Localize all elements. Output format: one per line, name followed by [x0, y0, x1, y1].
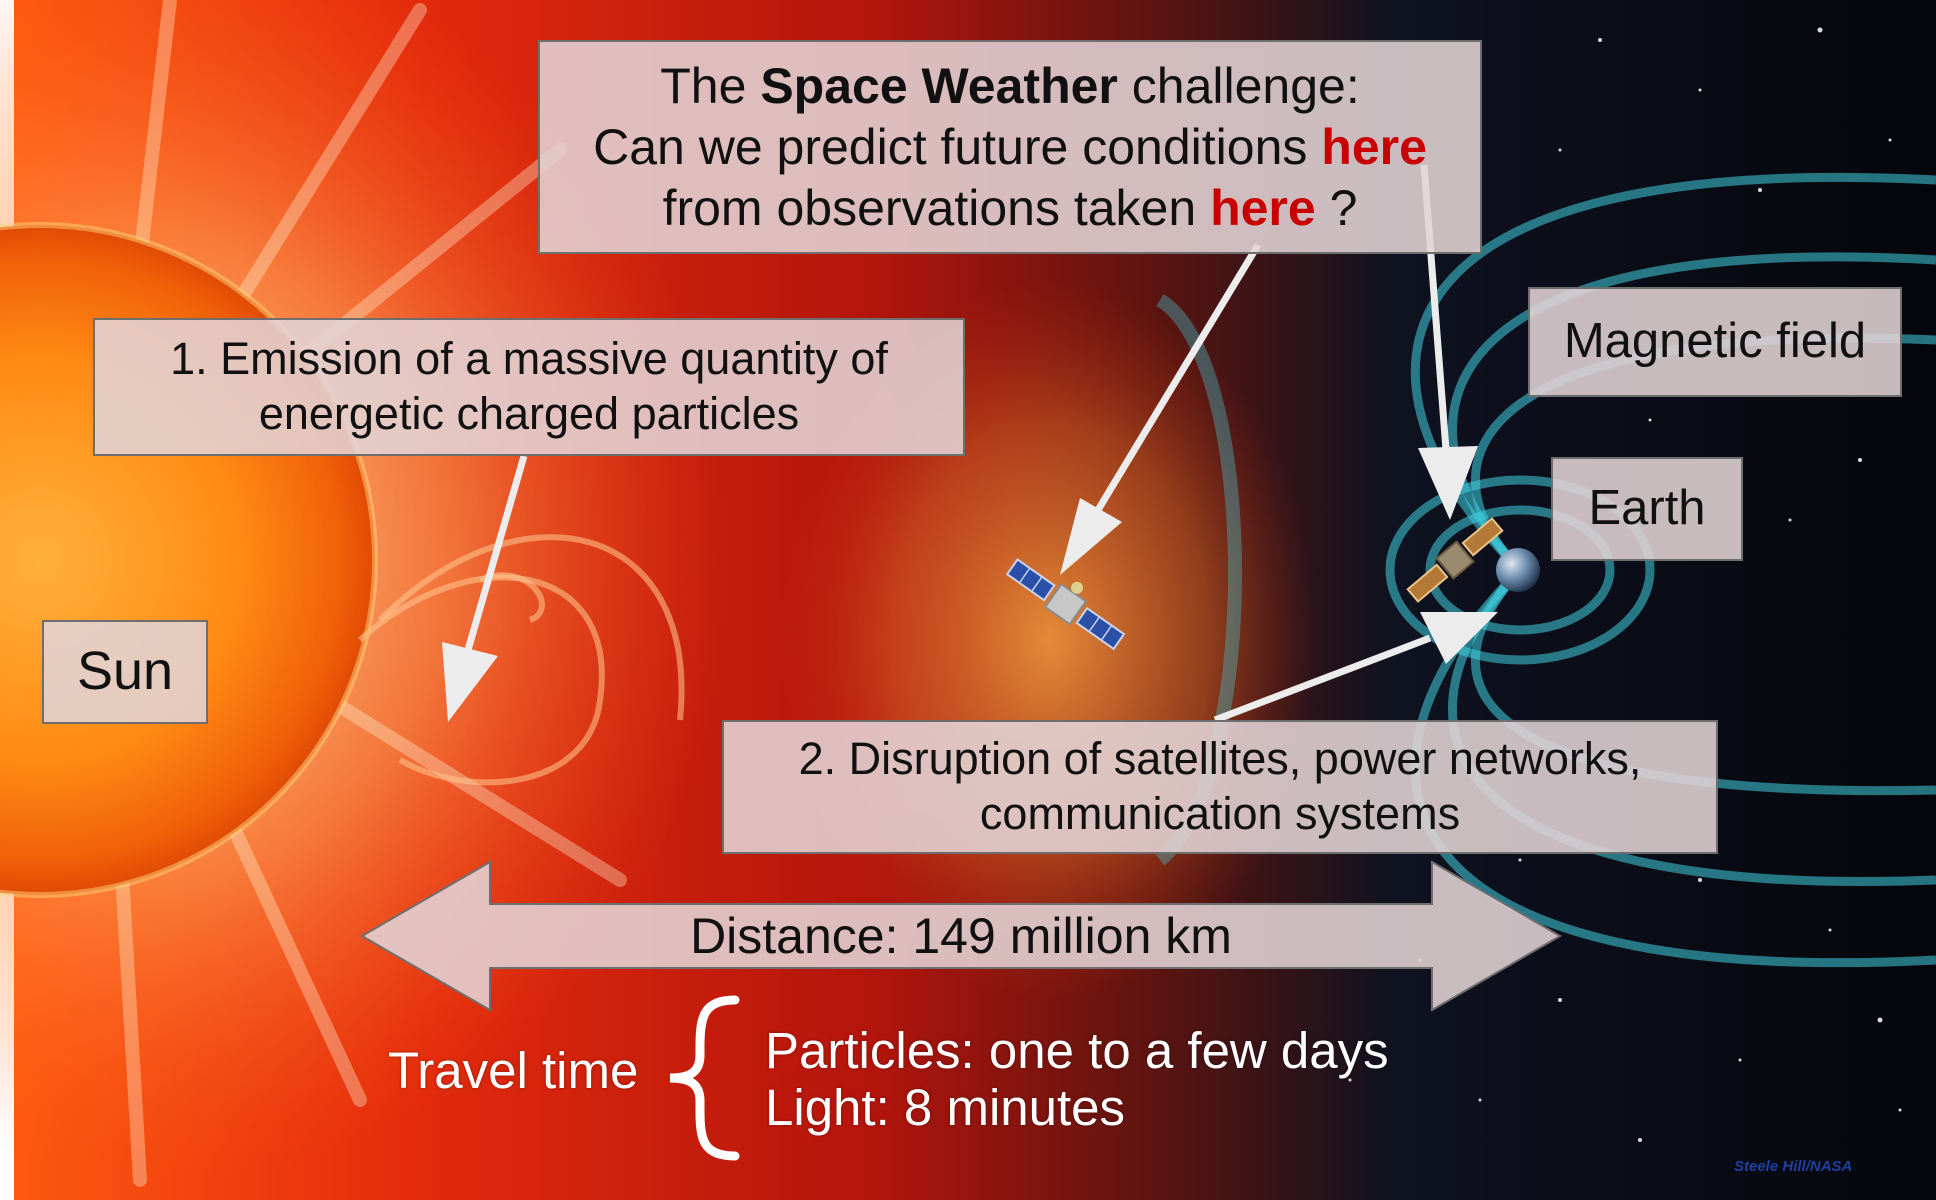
question-line-2: Can we predict future conditions here — [593, 117, 1427, 178]
travel-time-label: Travel time — [388, 1042, 639, 1099]
earth-orbit-satellite-icon — [1406, 517, 1504, 603]
emission-line-2: energetic charged particles — [258, 388, 800, 439]
question-line-1-start: The — [660, 57, 761, 114]
observation-arrow — [1095, 243, 1261, 512]
question-line-3: from observations taken here ? — [663, 178, 1358, 239]
here-l1-highlight: here — [1210, 179, 1316, 236]
image-credit: Steele Hill/NASA — [1734, 1158, 1853, 1175]
space-weather-term: Space Weather — [760, 57, 1118, 114]
emission-line-1: 1. Emission of a massive quantity of — [170, 333, 888, 385]
question-line-2-start: Can we predict future conditions — [593, 118, 1322, 175]
disruption-line-1: 2. Disruption of satellites, power netwo… — [798, 733, 1642, 785]
disruption-arrow — [1213, 634, 1432, 724]
here-earth-highlight: here — [1321, 118, 1427, 175]
earth-globe — [1496, 548, 1540, 592]
question-line-1: The Space Weather challenge: — [660, 56, 1360, 117]
question-line-1-end: challenge: — [1117, 57, 1360, 114]
light-travel-time: Light: 8 minutes — [765, 1079, 1126, 1136]
distance-label: Distance: 149 million km — [690, 908, 1232, 964]
travel-time-brace — [669, 995, 740, 1161]
question-line-3-start: from observations taken — [662, 179, 1211, 236]
emission-box: 1. Emission of a massive quantity of ene… — [93, 318, 965, 456]
sun-label: Sun — [42, 620, 208, 724]
particles-travel-time: Particles: one to a few days — [765, 1022, 1389, 1079]
sun-text: Sun — [76, 641, 174, 702]
distance-arrow — [360, 860, 1562, 1012]
earth-text: Earth — [1588, 481, 1706, 536]
magnetic-field-text: Magnetic field — [1563, 314, 1867, 369]
disruption-box: 2. Disruption of satellites, power netwo… — [722, 720, 1718, 854]
magnetic-field-label: Magnetic field — [1528, 287, 1902, 397]
question-line-3-end: ? — [1315, 179, 1358, 236]
disruption-line-2: communication systems — [979, 788, 1461, 839]
l1-satellite-icon — [1005, 558, 1126, 651]
earth-label: Earth — [1551, 457, 1743, 561]
emission-arrow — [464, 455, 528, 651]
space-weather-question-box: The Space Weather challenge: Can we pred… — [538, 40, 1482, 254]
